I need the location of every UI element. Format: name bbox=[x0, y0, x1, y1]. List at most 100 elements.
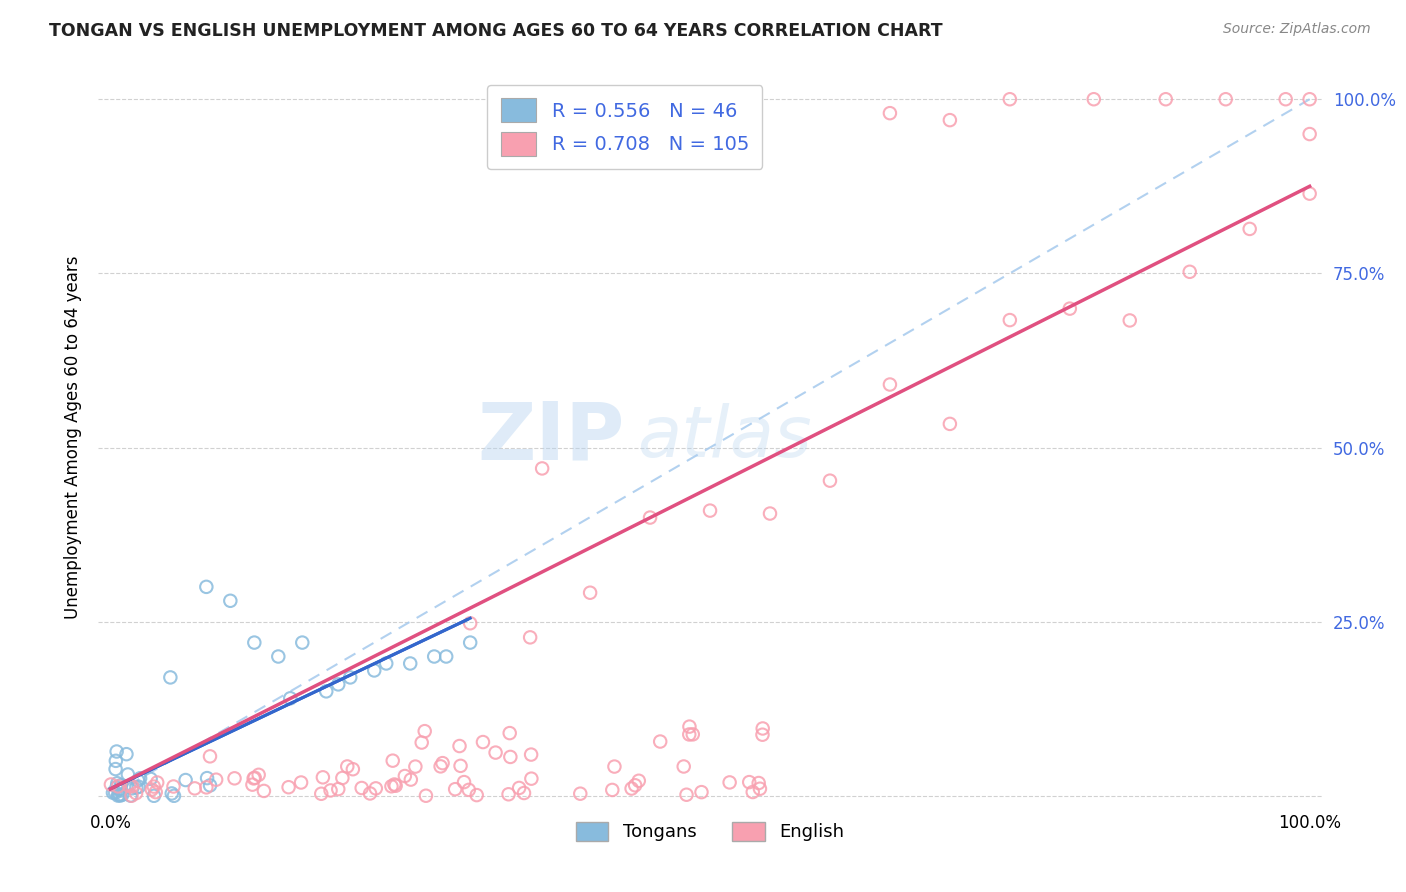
Point bbox=[675, 788, 697, 802]
Point bbox=[315, 684, 337, 698]
Point bbox=[319, 783, 342, 797]
Point bbox=[110, 783, 132, 797]
Point bbox=[110, 778, 132, 792]
Point bbox=[450, 759, 472, 773]
Point bbox=[104, 786, 127, 800]
Point bbox=[429, 759, 451, 773]
Point bbox=[519, 631, 541, 645]
Point bbox=[603, 759, 626, 773]
Point bbox=[741, 785, 763, 799]
Point bbox=[579, 585, 602, 599]
Point bbox=[690, 785, 713, 799]
Point bbox=[146, 775, 169, 789]
Point bbox=[650, 734, 672, 748]
Point bbox=[162, 780, 184, 794]
Point bbox=[363, 664, 385, 678]
Point bbox=[100, 777, 122, 791]
Point bbox=[627, 773, 650, 788]
Point bbox=[364, 781, 387, 796]
Point bbox=[404, 759, 426, 773]
Point bbox=[499, 726, 522, 740]
Point bbox=[399, 772, 422, 787]
Point bbox=[384, 779, 406, 793]
Point bbox=[1298, 92, 1320, 106]
Point bbox=[117, 767, 139, 781]
Point bbox=[359, 787, 381, 801]
Point bbox=[224, 772, 246, 786]
Point bbox=[115, 747, 138, 761]
Point bbox=[434, 649, 457, 664]
Point bbox=[247, 768, 270, 782]
Point bbox=[1119, 313, 1142, 327]
Point bbox=[1298, 186, 1320, 201]
Point bbox=[375, 657, 398, 671]
Point bbox=[142, 789, 165, 803]
Point bbox=[1178, 265, 1201, 279]
Point bbox=[205, 772, 228, 787]
Point bbox=[1215, 92, 1237, 106]
Point bbox=[600, 783, 623, 797]
Point bbox=[105, 780, 128, 794]
Point bbox=[444, 782, 467, 797]
Point bbox=[125, 780, 148, 795]
Point bbox=[1059, 301, 1081, 316]
Point bbox=[413, 724, 436, 739]
Point bbox=[699, 503, 721, 517]
Point bbox=[111, 788, 134, 802]
Point bbox=[141, 782, 163, 797]
Point bbox=[142, 780, 165, 794]
Point bbox=[312, 770, 335, 784]
Point bbox=[939, 417, 962, 431]
Point bbox=[339, 670, 361, 684]
Point bbox=[458, 635, 481, 649]
Point bbox=[350, 780, 373, 795]
Point bbox=[242, 778, 264, 792]
Point bbox=[415, 789, 437, 803]
Point bbox=[128, 780, 150, 794]
Point bbox=[499, 750, 522, 764]
Point bbox=[484, 746, 506, 760]
Point bbox=[342, 762, 364, 776]
Point bbox=[127, 773, 149, 788]
Point bbox=[219, 594, 242, 608]
Point bbox=[336, 759, 359, 773]
Point bbox=[1239, 222, 1261, 236]
Point bbox=[108, 781, 131, 796]
Point bbox=[432, 756, 454, 771]
Point bbox=[110, 789, 132, 803]
Point bbox=[277, 780, 299, 795]
Point bbox=[104, 762, 127, 776]
Point bbox=[107, 789, 129, 803]
Point bbox=[751, 722, 773, 736]
Point bbox=[520, 772, 543, 786]
Point bbox=[879, 377, 901, 392]
Point bbox=[748, 781, 770, 796]
Text: TONGAN VS ENGLISH UNEMPLOYMENT AMONG AGES 60 TO 64 YEARS CORRELATION CHART: TONGAN VS ENGLISH UNEMPLOYMENT AMONG AGE… bbox=[49, 22, 943, 40]
Point bbox=[449, 739, 471, 753]
Point bbox=[380, 779, 402, 793]
Point bbox=[101, 786, 124, 800]
Point bbox=[198, 778, 221, 792]
Y-axis label: Unemployment Among Ages 60 to 64 years: Unemployment Among Ages 60 to 64 years bbox=[63, 255, 82, 619]
Point bbox=[105, 744, 128, 758]
Point bbox=[163, 789, 186, 803]
Point bbox=[508, 780, 530, 795]
Point bbox=[381, 754, 404, 768]
Point bbox=[531, 461, 554, 475]
Point bbox=[242, 772, 264, 786]
Point bbox=[121, 781, 143, 796]
Point bbox=[243, 771, 266, 785]
Point bbox=[107, 780, 129, 794]
Point bbox=[278, 691, 301, 706]
Point bbox=[759, 507, 782, 521]
Point bbox=[399, 657, 422, 671]
Point bbox=[104, 754, 127, 768]
Legend: Tongans, English: Tongans, English bbox=[568, 814, 852, 848]
Point bbox=[394, 769, 416, 783]
Point bbox=[678, 727, 700, 741]
Point bbox=[465, 788, 488, 802]
Point bbox=[748, 776, 770, 790]
Point bbox=[818, 474, 841, 488]
Text: ZIP: ZIP bbox=[477, 398, 624, 476]
Point bbox=[195, 780, 218, 795]
